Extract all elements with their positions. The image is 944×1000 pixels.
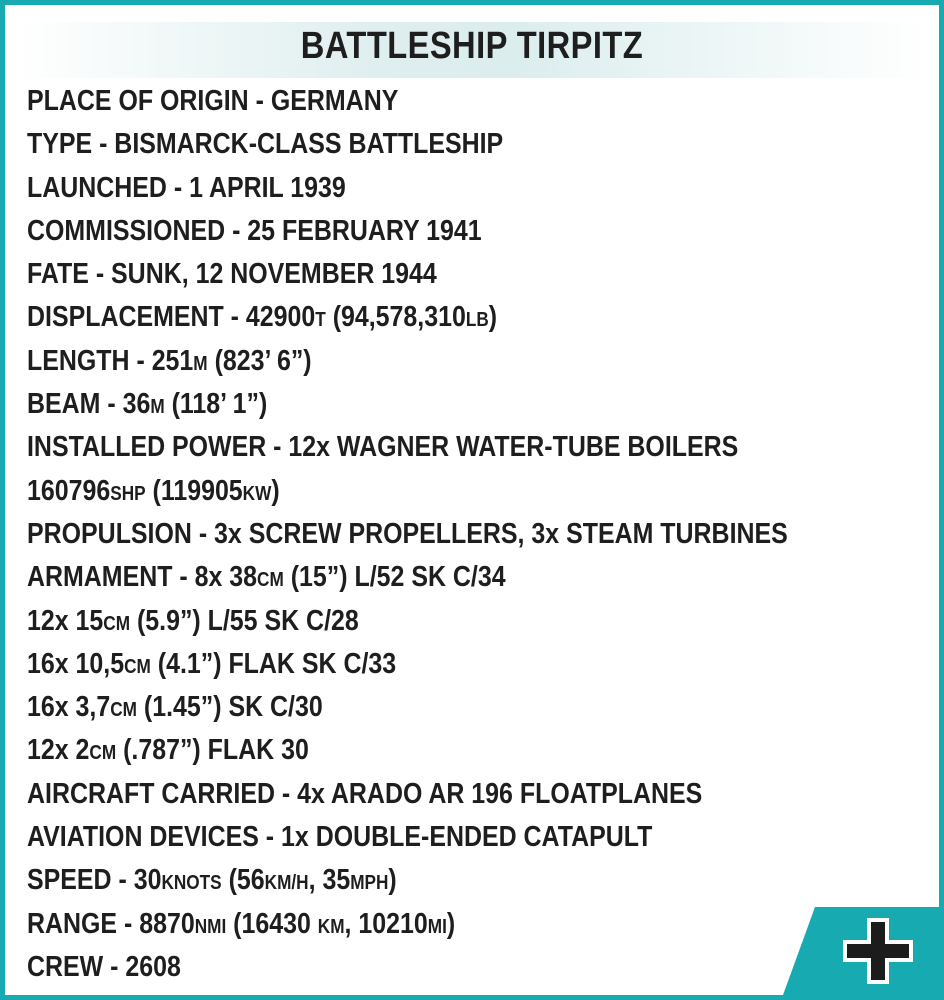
spec-text: PROPULSION - 3x SCREW PROPELLERS, 3x STE…	[27, 517, 788, 550]
spec-line: 12x 15CM (5.9”) L/55 SK C/28	[27, 600, 788, 643]
spec-line: LAUNCHED - 1 APRIL 1939	[27, 167, 788, 210]
spec-line: SPEED - 30KNOTS (56KM/H, 35MPH)	[27, 859, 788, 902]
spec-unit: KM/H	[264, 872, 309, 895]
spec-line: TYPE - BISMARCK-CLASS BATTLESHIP	[27, 123, 788, 166]
spec-line: INSTALLED POWER - 12x WAGNER WATER-TUBE …	[27, 426, 788, 469]
spec-text: INSTALLED POWER - 12x WAGNER WATER-TUBE …	[27, 431, 739, 464]
spec-text: 12x 15	[27, 604, 104, 637]
spec-line: DISPLACEMENT - 42900T (94,578,310LB)	[27, 296, 788, 339]
spec-unit: M	[193, 352, 208, 375]
spec-text: COMMISSIONED - 25 FEBRUARY 1941	[27, 214, 482, 247]
spec-unit: CM	[257, 569, 284, 592]
spec-text: AIRCRAFT CARRIED - 4x ARADO AR 196 FLOAT…	[27, 777, 703, 810]
spec-line: LENGTH - 251M (823’ 6”)	[27, 340, 788, 383]
spec-unit: M	[150, 396, 165, 419]
spec-line: FATE - SUNK, 12 NOVEMBER 1944	[27, 253, 788, 296]
spec-line: PROPULSION - 3x SCREW PROPELLERS, 3x STE…	[27, 513, 788, 556]
spec-line: 16x 3,7CM (1.45”) SK C/30	[27, 686, 788, 729]
spec-line: COMMISSIONED - 25 FEBRUARY 1941	[27, 210, 788, 253]
spec-text: (823’ 6”)	[207, 344, 312, 377]
spec-text: (119905	[145, 474, 243, 507]
spec-unit: KNOTS	[161, 872, 222, 895]
spec-line: CREW - 2608	[27, 946, 788, 989]
spec-text: )	[271, 474, 280, 507]
spec-text: (16430	[226, 907, 318, 940]
spec-unit: T	[315, 309, 326, 332]
spec-text: RANGE - 8870	[27, 907, 195, 940]
spec-unit: CM	[110, 699, 137, 722]
spec-unit: LB	[465, 309, 489, 332]
spec-unit: SHP	[110, 482, 146, 505]
spec-line: AIRCRAFT CARRIED - 4x ARADO AR 196 FLOAT…	[27, 773, 788, 816]
spec-text: ARMAMENT - 8x 38	[27, 561, 258, 594]
spec-unit: CM	[103, 612, 131, 635]
spec-text: 160796	[27, 474, 111, 507]
spec-text: , 35	[308, 864, 351, 897]
spec-unit: MPH	[350, 872, 389, 895]
spec-unit: NMI	[194, 915, 227, 938]
spec-text: (5.9”) L/55 SK C/28	[130, 604, 359, 637]
spec-line: AVIATION DEVICES - 1x DOUBLE-ENDED CATAP…	[27, 816, 788, 859]
spec-text: TYPE - BISMARCK-CLASS BATTLESHIP	[27, 128, 504, 161]
spec-line: ARMAMENT - 8x 38CM (15”) L/52 SK C/34	[27, 556, 788, 599]
spec-text: (.787”) FLAK 30	[116, 734, 309, 767]
spec-text: 16x 3,7	[27, 691, 111, 724]
spec-text: LENGTH - 251	[27, 344, 194, 377]
spec-text: SPEED - 30	[27, 864, 162, 897]
spec-unit: CM	[89, 742, 117, 765]
spec-line: 12x 2CM (.787”) FLAK 30	[27, 729, 788, 772]
spec-text: FATE - SUNK, 12 NOVEMBER 1944	[27, 258, 437, 291]
spec-text: BEAM - 36	[27, 388, 151, 421]
spec-unit: KW	[242, 482, 272, 505]
spec-text: 16x 10,5	[27, 647, 125, 680]
spec-text: 12x 2	[27, 734, 90, 767]
spec-list: PLACE OF ORIGIN - GERMANY TYPE - BISMARCK…	[27, 80, 912, 989]
spec-text: (15”) L/52 SK C/34	[283, 561, 506, 594]
page-title: BATTLESHIP TIRPITZ	[300, 25, 644, 67]
spec-line: BEAM - 36M (118’ 1”)	[27, 383, 788, 426]
spec-unit: KM	[317, 915, 345, 938]
spec-line: 16x 10,5CM (4.1”) FLAK SK C/33	[27, 643, 788, 686]
spec-line: 160796SHP (119905KW)	[27, 470, 788, 513]
spec-text: PLACE OF ORIGIN - GERMANY	[27, 85, 399, 117]
title-band	[15, 22, 929, 78]
spec-text: (118’ 1”)	[164, 388, 268, 421]
spec-text: (1.45”) SK C/30	[136, 691, 323, 724]
spec-text: (94,578,310	[325, 301, 466, 334]
spec-text: , 10210	[344, 907, 428, 940]
spec-text: AVIATION DEVICES - 1x DOUBLE-ENDED CATAP…	[27, 821, 653, 854]
spec-text: )	[446, 907, 456, 940]
spec-text: )	[488, 301, 498, 334]
spec-text: (56	[221, 864, 265, 897]
spec-text: LAUNCHED - 1 APRIL 1939	[27, 171, 346, 204]
spec-text: DISPLACEMENT - 42900	[27, 301, 316, 334]
spec-line: RANGE - 8870NMI (16430 KM, 10210MI)	[27, 903, 788, 946]
spec-unit: CM	[124, 655, 151, 678]
spec-text: )	[388, 864, 397, 897]
spec-text: CREW - 2608	[27, 950, 181, 983]
spec-unit: MI	[427, 915, 447, 938]
spec-line: PLACE OF ORIGIN - GERMANY	[27, 80, 788, 123]
spec-text: (4.1”) FLAK SK C/33	[150, 647, 397, 680]
